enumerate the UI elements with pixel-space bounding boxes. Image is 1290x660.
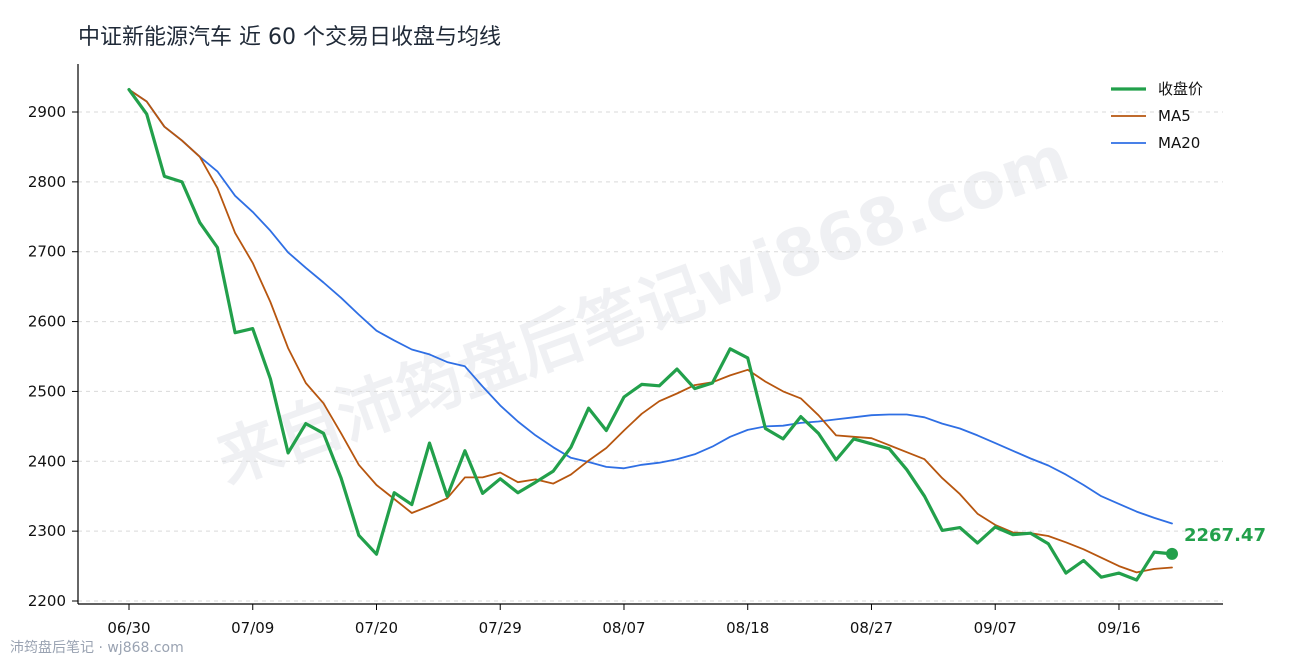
series-line-MA5 — [128, 88, 1173, 574]
grid-lines — [78, 111, 1223, 602]
watermark: 来自沛筠盘后笔记wj868.com — [208, 122, 1079, 499]
series-layer — [127, 87, 1174, 582]
last-value-label: 2267.47 — [1184, 525, 1266, 546]
x-tick-label: 08/18 — [726, 619, 769, 637]
y-axis-ticks: 2200 2300 2400 2500 2600 2700 2800 2900 — [28, 103, 78, 610]
x-axis-ticks: 06/30 07/09 07/20 07/29 08/07 08/18 08/27 09/07… — [107, 604, 1141, 637]
x-tick-label: 09/16 — [1097, 619, 1140, 637]
y-tick-label: 2200 — [28, 592, 66, 610]
legend-label: MA5 — [1158, 107, 1191, 125]
x-tick-label: 07/09 — [231, 619, 274, 637]
y-tick-label: 2400 — [28, 452, 66, 470]
y-tick-label: 2500 — [28, 382, 66, 400]
x-tick-label: 06/30 — [107, 619, 150, 637]
x-tick-label: 07/29 — [479, 619, 522, 637]
series-line-MA20 — [128, 88, 1173, 525]
x-tick-label: 08/07 — [602, 619, 645, 637]
chart-title: 中证新能源汽车 近 60 个交易日收盘与均线 — [78, 25, 501, 50]
y-tick-label: 2800 — [28, 173, 66, 191]
legend: 收盘价 MA5 MA20 — [1111, 80, 1203, 152]
y-tick-label: 2600 — [28, 313, 66, 331]
series-line-收盘价 — [127, 87, 1174, 582]
legend-label: 收盘价 — [1158, 80, 1203, 98]
x-tick-label: 07/20 — [355, 619, 398, 637]
y-tick-label: 2700 — [28, 243, 66, 261]
last-value-marker — [1166, 547, 1178, 560]
legend-label: MA20 — [1158, 134, 1200, 152]
y-tick-label: 2300 — [28, 522, 66, 540]
x-tick-label: 09/07 — [974, 619, 1017, 637]
x-tick-label: 08/27 — [850, 619, 893, 637]
y-tick-label: 2900 — [28, 103, 66, 121]
footer-watermark: 沛筠盘后笔记 · wj868.com — [10, 639, 184, 656]
